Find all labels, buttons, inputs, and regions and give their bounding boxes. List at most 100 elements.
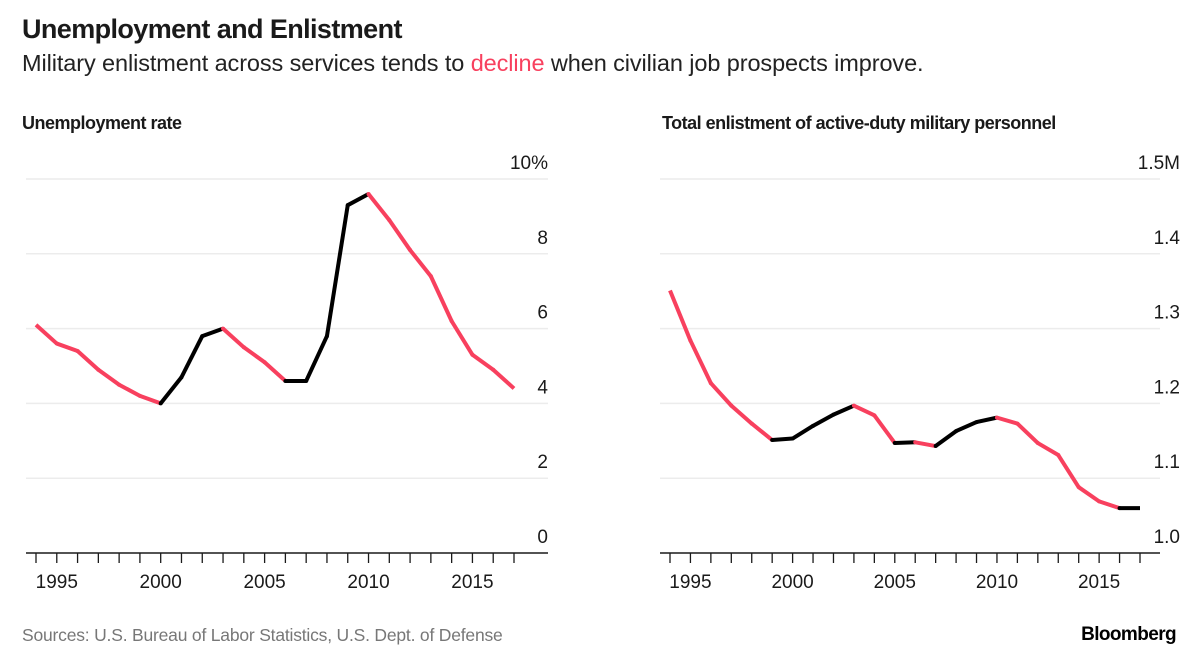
- enlistment-data-point: [729, 403, 734, 408]
- enlistment-data-point: [913, 440, 918, 445]
- unemployment-data-point: [158, 401, 163, 406]
- unemployment-ytick-label: 2: [537, 452, 548, 473]
- unemployment-ytick-label: 4: [537, 377, 548, 398]
- unemployment-data-point: [262, 360, 267, 365]
- unemployment-line-segment: [429, 275, 454, 322]
- enlistment-line-segment: [772, 436, 793, 443]
- enlistment-line-segment: [934, 429, 958, 448]
- enlistment-line-segment: [894, 440, 916, 446]
- sources-note: Sources: U.S. Bureau of Labor Statistics…: [22, 625, 503, 645]
- enlistment-line-segment: [976, 415, 998, 425]
- enlistment-data-point: [1015, 421, 1020, 426]
- unemployment-data-point: [179, 375, 184, 380]
- unemployment-line-segment: [201, 326, 224, 338]
- unemployment-data-point: [241, 345, 246, 350]
- unemployment-line-segment: [263, 360, 287, 383]
- enlistment-data-point: [1117, 506, 1122, 511]
- unemployment-line-segment: [97, 368, 121, 387]
- enlistment-ytick-label: 1.4: [1154, 228, 1181, 249]
- enlistment-data-point: [1076, 485, 1081, 490]
- enlistment-line-segment: [955, 420, 978, 433]
- enlistment-data-point: [954, 429, 959, 434]
- enlistment-ytick-label: 1.0: [1154, 527, 1180, 548]
- enlistment-data-point: [688, 338, 693, 343]
- unemployment-ytick-label: 10%: [510, 153, 548, 174]
- unemployment-line-segment: [346, 192, 370, 207]
- enlistment-data-point: [851, 403, 856, 408]
- unemployment-data-point: [304, 378, 309, 383]
- enlistment-line-segment: [832, 403, 855, 417]
- enlistment-line-segment: [914, 440, 937, 449]
- enlistment-line-segment: [791, 424, 815, 441]
- enlistment-line-segment: [812, 412, 835, 428]
- enlistment-data-point: [790, 436, 795, 441]
- unemployment-data-point: [408, 248, 413, 253]
- unemployment-data-point: [387, 218, 392, 223]
- unemployment-line-segment: [76, 349, 100, 372]
- enlistment-ytick-label: 1.1: [1154, 452, 1180, 473]
- unemployment-xtick-label: 2005: [243, 572, 285, 593]
- unemployment-line-segment: [408, 248, 433, 278]
- subtitle-text-before: Military enlistment across services tend…: [22, 50, 471, 76]
- unemployment-data-point: [428, 274, 433, 279]
- unemployment-data-point: [324, 334, 329, 339]
- unemployment-line-segment: [56, 341, 79, 353]
- enlistment-data-point: [749, 421, 754, 426]
- enlistment-data-point: [770, 438, 775, 443]
- unemployment-line-segment: [324, 204, 350, 337]
- enlistment-chart: 1.0 1.1 1.2 1.3 1.4 1.5M 1995 2000 2005 2010 2015: [660, 153, 1180, 593]
- chart-subtitle: Military enlistment across services tend…: [22, 50, 924, 77]
- unemployment-ytick-label: 6: [537, 303, 548, 324]
- enlistment-xtick-label: 1995: [669, 572, 711, 593]
- enlistment-line-segment: [996, 415, 1018, 426]
- unemployment-data-point: [449, 319, 454, 324]
- unemployment-data-point: [137, 393, 142, 398]
- enlistment-data-point: [831, 412, 836, 417]
- unemployment-data-point: [75, 349, 80, 354]
- enlistment-ytick-label: 1.2: [1154, 377, 1180, 398]
- enlistment-data-point: [811, 423, 816, 428]
- unemployment-xtick-label: 1995: [36, 572, 78, 593]
- chart-title: Unemployment and Enlistment: [22, 14, 402, 44]
- unemployment-xtick-label: 2000: [140, 572, 182, 593]
- unemployment-line-segment: [221, 327, 246, 349]
- unemployment-line-segment: [139, 394, 162, 406]
- unemployment-xtick-label: 2010: [347, 572, 389, 593]
- enlistment-data-point: [872, 413, 877, 418]
- enlistment-line-segment: [872, 414, 897, 445]
- unemployment-line-segment: [471, 353, 495, 372]
- unemployment-line-segment: [366, 192, 391, 222]
- enlistment-line-segment: [709, 381, 733, 407]
- enlistment-data-point: [892, 441, 897, 446]
- enlistment-chart-title: Total enlistment of active-duty military…: [662, 113, 1056, 133]
- unemployment-data-point: [345, 203, 350, 208]
- unemployment-ytick-label: 0: [537, 527, 548, 548]
- enlistment-xtick-label: 2000: [771, 572, 813, 593]
- unemployment-line-segment: [179, 335, 205, 379]
- enlistment-data-point: [708, 381, 713, 386]
- enlistment-line-segment: [1077, 485, 1101, 504]
- enlistment-line-segment: [1016, 422, 1040, 445]
- unemployment-data-point: [366, 191, 371, 196]
- unemployment-line-segment: [118, 382, 141, 398]
- enlistment-xtick-label: 2010: [976, 572, 1018, 593]
- unemployment-data-point: [117, 382, 122, 387]
- enlistment-line-segment: [668, 289, 693, 342]
- enlistment-line-segment: [1056, 453, 1081, 489]
- unemployment-line-segment: [491, 368, 516, 390]
- unemployment-line-segment: [304, 335, 329, 382]
- unemployment-data-point: [200, 334, 205, 339]
- unemployment-line-segment: [387, 218, 412, 252]
- unemployment-data-point: [283, 378, 288, 383]
- unemployment-xtick-label: 2015: [451, 572, 493, 593]
- unemployment-line-segment: [242, 345, 266, 364]
- unemployment-data-point: [491, 367, 496, 372]
- enlistment-line-segment: [1036, 441, 1060, 457]
- enlistment-line-segment: [1098, 499, 1121, 511]
- enlistment-ytick-label: 1.5M: [1138, 153, 1180, 174]
- enlistment-xtick-label: 2015: [1078, 572, 1120, 593]
- unemployment-chart-title: Unemployment rate: [22, 113, 182, 133]
- enlistment-line-segment: [750, 422, 774, 442]
- unemployment-line-segment: [34, 323, 59, 346]
